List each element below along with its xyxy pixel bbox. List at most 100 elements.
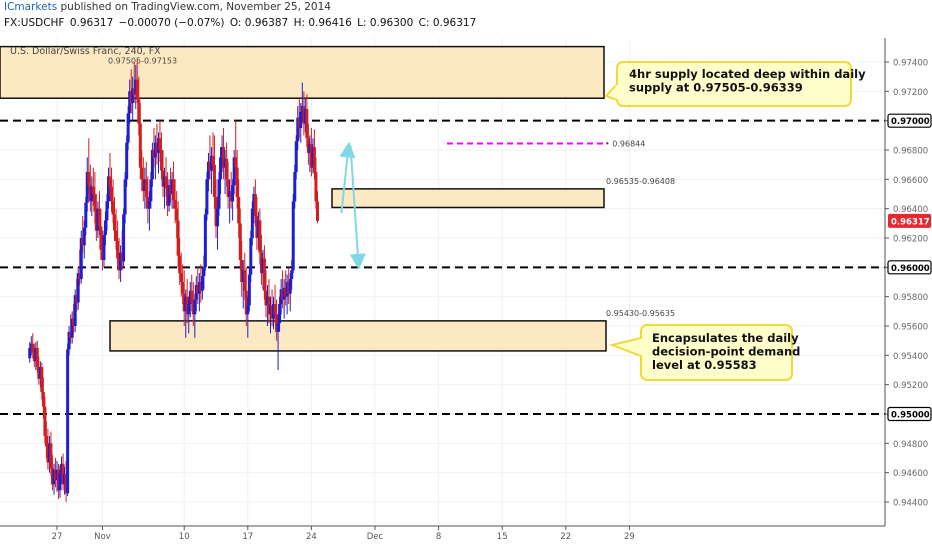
- candle: [46, 428, 50, 470]
- candle: [176, 201, 180, 268]
- candle-body: [114, 230, 118, 241]
- candle-body: [262, 258, 266, 291]
- candle: [273, 284, 277, 324]
- candle-body: [35, 348, 39, 368]
- close-value: C: 0.96317: [418, 17, 477, 29]
- candle-body: [241, 270, 245, 282]
- y-level-tag: [887, 260, 932, 275]
- candle: [217, 172, 221, 216]
- candle-body: [49, 443, 53, 469]
- plot-area[interactable]: [0, 38, 885, 526]
- candle: [222, 128, 226, 180]
- candle: [85, 157, 89, 212]
- candle-body: [178, 255, 182, 274]
- zone-box: [0, 45, 605, 99]
- candle: [269, 296, 273, 334]
- candle-body: [147, 201, 151, 209]
- candle: [208, 135, 212, 180]
- candle: [146, 176, 150, 224]
- candle-body: [315, 201, 319, 221]
- candle: [278, 296, 282, 332]
- candle-body: [122, 214, 126, 262]
- candle-body: [169, 185, 173, 194]
- candle: [173, 179, 177, 224]
- candle: [66, 343, 70, 497]
- candle: [82, 220, 86, 259]
- candle: [223, 150, 227, 194]
- candle-body: [312, 147, 316, 172]
- candle-body: [209, 155, 213, 171]
- y-level-tag: [887, 113, 932, 128]
- candle: [110, 167, 114, 212]
- candle: [282, 279, 286, 319]
- candle-body: [240, 260, 244, 282]
- candle-body: [172, 179, 176, 200]
- candle: [305, 94, 309, 148]
- candle-body: [87, 172, 91, 186]
- candle-body: [102, 235, 106, 260]
- candle-body: [69, 331, 73, 338]
- publish-line: ICmarkets published on TradingView.com, …: [4, 1, 331, 13]
- candle-body: [70, 318, 74, 338]
- y-tick-label: 0.94800: [893, 440, 928, 450]
- candle-body: [90, 186, 94, 202]
- candle: [60, 456, 64, 483]
- y-tick-label: 0.96000: [891, 264, 930, 274]
- y-tick-label: 0.97200: [893, 88, 928, 98]
- candle-body: [32, 352, 36, 362]
- publisher-link[interactable]: ICmarkets: [4, 1, 58, 13]
- candle-body: [202, 267, 206, 277]
- candle: [153, 135, 157, 180]
- candle: [240, 240, 244, 297]
- candle: [212, 135, 216, 209]
- candle-body: [269, 305, 273, 315]
- candle-body: [259, 252, 263, 274]
- candle: [231, 179, 235, 221]
- y-tick-label: 0.95400: [893, 352, 928, 362]
- candle-body: [173, 199, 177, 209]
- candle-body: [222, 147, 226, 168]
- candle-body: [243, 270, 247, 291]
- candle: [162, 167, 166, 209]
- candle: [296, 106, 300, 150]
- candle: [290, 260, 294, 290]
- candle: [219, 147, 223, 194]
- candle: [96, 201, 100, 238]
- candle: [291, 194, 295, 274]
- candle: [35, 340, 39, 373]
- y-tick-label: 0.96200: [893, 235, 928, 245]
- candle: [70, 311, 74, 344]
- candle-body: [219, 157, 223, 180]
- candle-body: [196, 284, 200, 294]
- candle-body: [175, 208, 179, 221]
- candle-body: [287, 282, 291, 294]
- candle-body: [308, 144, 312, 153]
- open-value: O: 0.96387: [229, 17, 289, 29]
- chart-header: ICmarkets published on TradingView.com, …: [0, 0, 932, 42]
- candle-body: [131, 88, 135, 104]
- candle: [255, 196, 259, 250]
- candle-body: [138, 123, 142, 168]
- candle-body: [125, 142, 129, 180]
- candle-body: [64, 474, 68, 494]
- candle: [113, 196, 117, 241]
- candle-body: [44, 436, 48, 447]
- candle-body: [128, 91, 132, 114]
- candle-body: [231, 185, 235, 202]
- candle: [155, 123, 159, 165]
- candle: [281, 270, 285, 309]
- candle-body: [309, 144, 313, 168]
- candle: [73, 289, 77, 332]
- candle-body: [194, 284, 198, 300]
- candle-body: [82, 227, 86, 246]
- candle-body: [155, 142, 159, 153]
- projection-arrow: [339, 141, 356, 214]
- x-tick-label: 17: [242, 532, 253, 542]
- candle-body: [58, 472, 62, 491]
- candle: [43, 396, 47, 444]
- candle-body: [135, 79, 139, 98]
- ohlc-line: FX:USDCHF 0.96317 −0.00070 (−0.07%) O: 0…: [4, 17, 478, 29]
- candle: [119, 245, 123, 282]
- candle: [287, 267, 291, 304]
